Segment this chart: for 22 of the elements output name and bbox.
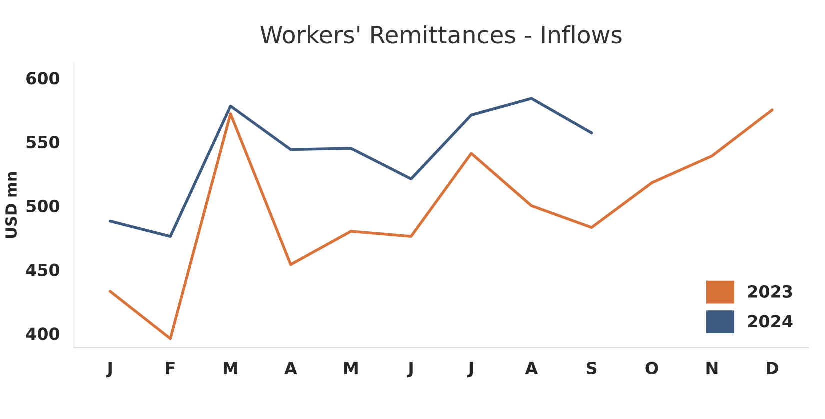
x-tick-label: N [706,362,718,374]
chart-title: Workers' Remittances - Inflows [260,25,622,44]
y-tick-label: 400 [26,328,60,340]
y-tick-label: 550 [26,136,60,149]
x-tick-label: O [646,362,658,375]
line-series [108,97,594,238]
y-axis-title: USD mn [6,172,18,238]
x-tick-label: M [344,362,358,374]
x-tick-label: A [284,362,298,374]
legend-label: 2024 [748,315,793,328]
x-tick-label: D [767,362,778,374]
x-tick-label: S [587,362,597,375]
x-tick-label: J [467,362,474,378]
x-tick-label: A [525,362,538,374]
legend-label: 2023 [748,285,792,298]
x-tick-label: M [224,362,238,374]
x-tick-label: J [407,362,413,378]
x-tick-label: J [106,362,112,378]
y-tick-label: 450 [26,264,60,276]
y-tick-label: 500 [26,200,60,213]
y-tick-label: 600 [26,72,60,85]
x-tick-label: F [166,362,175,374]
